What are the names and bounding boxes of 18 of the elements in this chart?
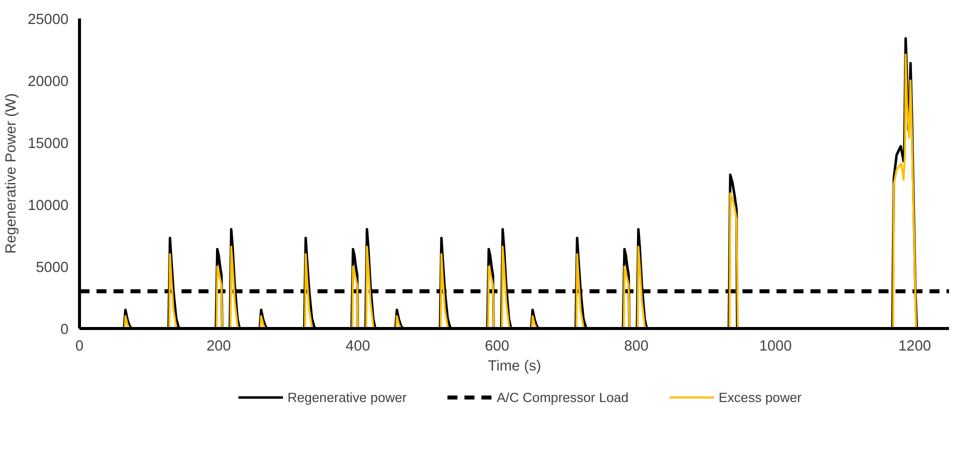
legend-label: Regenerative power <box>287 390 407 404</box>
y-tick-label: 10000 <box>28 198 69 214</box>
y-tick-label: 25000 <box>28 12 69 28</box>
y-tick-label: 5000 <box>36 260 69 276</box>
y-axis-title: Regenerative Power (W) <box>4 93 20 254</box>
x-tick-label: 600 <box>484 338 510 354</box>
x-tick-label: 400 <box>346 338 370 354</box>
x-tick-label: 1200 <box>898 338 932 354</box>
legend-label: A/C Compressor Load <box>496 390 629 404</box>
x-tick-label: 1000 <box>759 338 792 354</box>
x-tick-label: 200 <box>206 338 231 354</box>
x-axis-title: Time (s) <box>488 358 542 374</box>
x-tick-label: 800 <box>624 338 649 354</box>
y-tick-label: 20000 <box>28 74 69 90</box>
x-tick-label: 0 <box>75 338 84 354</box>
y-tick-label: 15000 <box>28 136 69 152</box>
y-tick-label: 0 <box>60 322 69 338</box>
legend-label: Excess power <box>718 390 802 404</box>
